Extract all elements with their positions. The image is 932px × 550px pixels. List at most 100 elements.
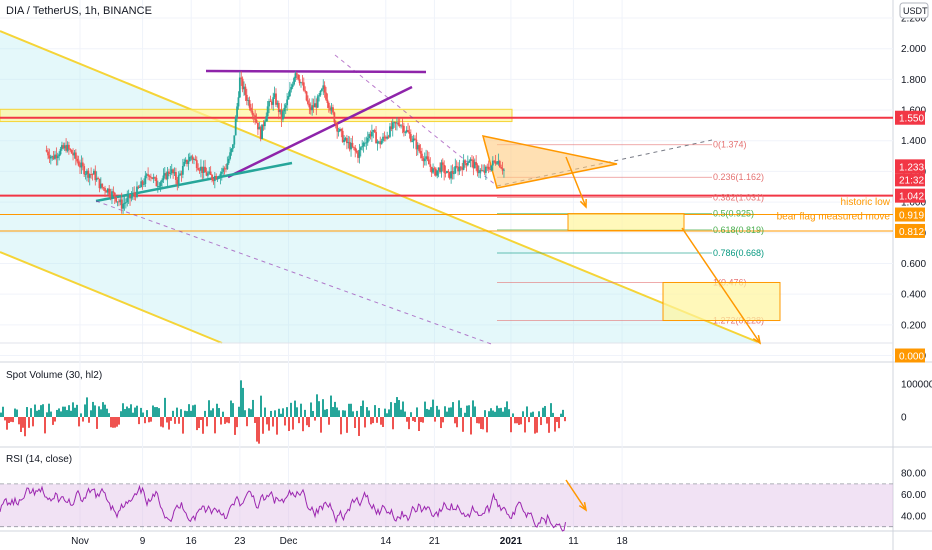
volume-bar [438, 409, 440, 417]
candle-body [151, 177, 154, 179]
candle-body [269, 101, 272, 102]
volume-bar [564, 417, 566, 422]
annotation-historic-low: historic low [841, 197, 891, 208]
volume-bar [112, 417, 114, 428]
candle-body [124, 202, 127, 204]
candle-body [181, 166, 184, 175]
countdown-badge [895, 173, 925, 187]
volume-bar [176, 407, 178, 417]
candle-body [458, 166, 461, 172]
candle-body [319, 90, 322, 96]
volume-bar [252, 399, 254, 417]
candle-body [282, 111, 284, 120]
volume-title: Spot Volume (30, hl2) [6, 370, 102, 381]
volume-bar [96, 417, 98, 429]
candle-body [55, 154, 58, 159]
volume-bar [150, 417, 152, 422]
volume-bar [274, 410, 276, 417]
volume-bar [456, 417, 458, 428]
volume-bar [506, 401, 508, 417]
dashed-trend-line [95, 200, 495, 346]
volume-bar [124, 409, 126, 417]
candle-body [351, 142, 354, 147]
volume-bar [30, 408, 32, 417]
candle-body [316, 96, 319, 108]
candle-body [405, 130, 408, 132]
volume-bar [324, 409, 326, 417]
price-badge [895, 207, 925, 222]
candle-body [97, 177, 99, 179]
candle-body [441, 162, 444, 165]
currency-label: USDT [903, 6, 928, 16]
volume-bar [318, 401, 320, 417]
y-tick-label: 1.400 [901, 136, 926, 147]
candle-body [469, 159, 472, 162]
currency-button[interactable] [899, 2, 929, 19]
candle-body [152, 177, 155, 179]
candle-body [339, 129, 341, 132]
price-pane[interactable]: 0(1.374) 0.236(1.162) 0.382(1.031) 0.5(0.92… [0, 30, 893, 346]
volume-bar [6, 417, 8, 430]
volume-pane[interactable]: Spot Volume (30, hl2) 100000 0 [0, 370, 932, 444]
candle-body [373, 130, 376, 133]
candle-body [86, 170, 88, 175]
candle-body [453, 173, 455, 175]
candle-body [365, 142, 368, 144]
candle-body [227, 158, 230, 164]
candle-body [168, 171, 170, 174]
price-axis[interactable]: Nov 9 16 23 Dec 14 21 2021 11 18 2.200 2.000 1.800 1.… [71, 2, 929, 547]
volume-bar [528, 417, 530, 423]
candle-body [116, 201, 119, 203]
volume-bar [86, 397, 88, 417]
candle-body [54, 154, 56, 159]
volume-bar [192, 405, 194, 417]
volume-bar [402, 401, 404, 417]
candle-body [240, 77, 243, 79]
volume-bar [326, 409, 328, 417]
volume-bar [246, 417, 248, 427]
candle-body [286, 99, 289, 106]
candle-body [262, 124, 265, 127]
fib-label: 0.786(0.668) [713, 248, 764, 258]
candle-body [156, 186, 159, 188]
volume-bar [366, 407, 368, 417]
x-tick-label: 11 [568, 536, 579, 547]
candle-body [393, 122, 396, 123]
purple-support-line [227, 85, 413, 179]
candle-body [354, 147, 357, 151]
candle-body [275, 93, 277, 105]
candle-body [427, 159, 430, 165]
candle-body [389, 126, 391, 137]
volume-bar [114, 417, 116, 428]
candle-body [496, 163, 498, 165]
candle-body [211, 174, 213, 180]
volume-bar [450, 407, 452, 417]
candle-body [265, 116, 268, 122]
candle-body [47, 151, 49, 156]
volume-bar [390, 402, 392, 417]
candle-body [109, 194, 112, 197]
volume-bar [522, 411, 524, 417]
candle-body [347, 141, 350, 144]
candle-body [148, 175, 151, 177]
candle-body [314, 103, 316, 108]
candle-body [408, 132, 411, 135]
candle-body [223, 168, 226, 170]
volume-bar [194, 404, 196, 417]
candle-body [184, 159, 187, 162]
candle-body [359, 147, 362, 150]
candle-body [464, 160, 466, 164]
x-tick-label: 18 [617, 536, 629, 547]
candle-body [491, 160, 494, 166]
candle-body [134, 194, 137, 198]
volume-bar [464, 412, 466, 417]
candle-body [204, 166, 206, 173]
rsi-pane[interactable]: RSI (14, close) 80.00 60.00 40.00 [0, 454, 926, 532]
price-badge-label: 0.919 [899, 211, 924, 222]
volume-bar [34, 404, 36, 417]
candle-body [216, 178, 219, 180]
candle-body [138, 187, 141, 188]
price-badge-label: 1.042 [899, 192, 924, 203]
volume-bar [406, 417, 408, 422]
